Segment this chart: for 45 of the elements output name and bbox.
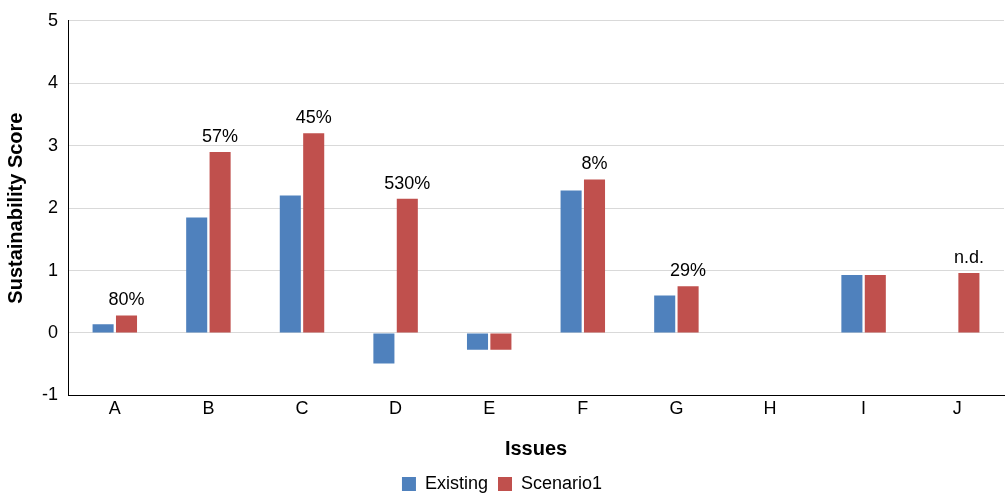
y-tick-label: -1 <box>41 384 58 405</box>
y-tick-label: 3 <box>47 134 58 155</box>
bar <box>396 198 418 333</box>
bar <box>560 190 582 333</box>
x-axis-title: Issues <box>504 436 568 459</box>
bar <box>186 217 208 333</box>
x-tick-label: B <box>202 398 215 419</box>
bar <box>864 274 886 333</box>
x-tick-label: I <box>861 398 867 419</box>
legend-label: Scenario1 <box>520 472 603 493</box>
x-tick-label: H <box>763 398 777 419</box>
annotation: n.d. <box>953 247 984 267</box>
bar <box>209 151 231 333</box>
x-tick-label: A <box>108 398 121 419</box>
bar <box>490 333 512 350</box>
bar <box>373 333 395 364</box>
y-tick-label: 5 <box>47 9 58 30</box>
y-axis-title: Sustainability Score <box>3 112 26 304</box>
x-tick-label: F <box>577 398 589 419</box>
annotation: 29% <box>670 260 707 281</box>
x-tick-label: C <box>295 398 309 419</box>
annotation: 57% <box>202 125 239 146</box>
bar <box>958 273 980 333</box>
bar <box>677 286 699 333</box>
y-tick-label: 1 <box>47 259 58 280</box>
y-tick-label: 4 <box>47 72 58 93</box>
y-tick-label: 2 <box>47 197 58 218</box>
x-tick-label: J <box>952 398 962 419</box>
annotation: 45% <box>295 107 332 128</box>
bar <box>654 295 676 333</box>
x-tick-label: E <box>483 398 496 419</box>
bar <box>115 315 138 333</box>
annotation: 530% <box>384 172 431 193</box>
y-tick-label: 0 <box>47 321 58 342</box>
bar <box>303 133 325 333</box>
bar <box>279 195 301 333</box>
bar <box>466 333 489 350</box>
legend-label: Existing <box>424 472 488 493</box>
bar <box>583 179 606 333</box>
annotation: 8% <box>581 153 608 174</box>
bar <box>92 324 114 333</box>
x-tick-label: G <box>669 398 684 419</box>
x-tick-label: D <box>389 398 403 419</box>
annotation: 80% <box>108 289 145 310</box>
bar <box>841 274 863 333</box>
